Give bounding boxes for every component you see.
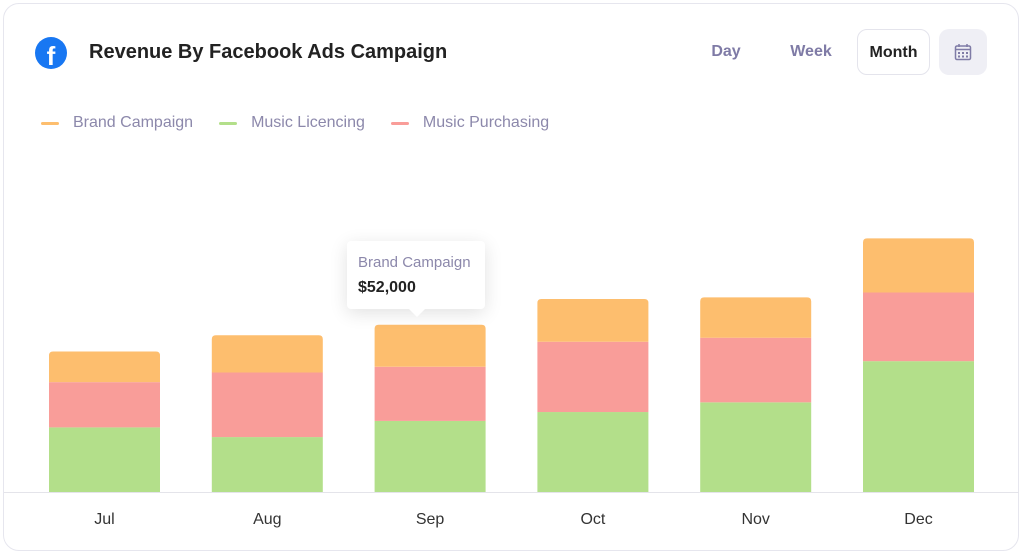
x-tick-label: Nov bbox=[741, 511, 769, 528]
legend-swatch bbox=[390, 121, 409, 125]
bar-segment-music-purchasing[interactable] bbox=[863, 292, 974, 362]
x-tick-label: Dec bbox=[904, 511, 932, 528]
calendar-button[interactable] bbox=[939, 29, 987, 75]
period-week-button[interactable]: Week bbox=[790, 43, 832, 60]
period-day-button[interactable]: Day bbox=[711, 43, 741, 60]
bar-segment-music-licencing[interactable] bbox=[374, 420, 486, 492]
bar-segment-music-licencing[interactable] bbox=[700, 402, 812, 492]
tooltip-series: Brand Campaign bbox=[358, 254, 471, 271]
chart-title: Revenue By Facebook Ads Campaign bbox=[89, 41, 448, 63]
facebook-icon: f bbox=[35, 37, 67, 69]
x-tick-label: Aug bbox=[253, 511, 281, 528]
bar-segment-music-licencing[interactable] bbox=[211, 437, 323, 492]
x-tick-label: Oct bbox=[580, 511, 605, 528]
bar-segment-brand-campaign[interactable] bbox=[863, 238, 974, 293]
bar-segment-brand-campaign[interactable] bbox=[211, 335, 323, 373]
legend-label: Music Licencing bbox=[251, 114, 365, 131]
x-tick-label: Sep bbox=[416, 511, 445, 528]
bar-segment-music-purchasing[interactable] bbox=[49, 382, 160, 428]
bar-segment-music-purchasing[interactable] bbox=[537, 341, 649, 413]
bar-segment-brand-campaign[interactable] bbox=[374, 324, 486, 367]
legend-swatch bbox=[219, 121, 238, 125]
legend-swatch bbox=[41, 121, 59, 125]
tooltip-value: $52,000 bbox=[358, 279, 416, 296]
tooltip: Brand Campaign $52,000 bbox=[347, 241, 485, 317]
bar-segment-music-licencing[interactable] bbox=[49, 427, 160, 492]
bar-segment-music-purchasing[interactable] bbox=[211, 372, 323, 438]
legend-item-music-purchasing[interactable]: Music Purchasing bbox=[390, 114, 550, 132]
x-tick-label: Jul bbox=[94, 511, 114, 528]
bar-segment-music-purchasing[interactable] bbox=[700, 337, 812, 403]
bar-segment-brand-campaign[interactable] bbox=[537, 298, 649, 342]
bar-segment-music-licencing[interactable] bbox=[537, 412, 649, 492]
bar-segment-brand-campaign[interactable] bbox=[49, 351, 160, 383]
legend: Brand Campaign Music Licencing Music Pur… bbox=[41, 114, 549, 132]
legend-label: Music Purchasing bbox=[422, 114, 550, 131]
bar-segment-music-purchasing[interactable] bbox=[374, 366, 486, 421]
legend-label: Brand Campaign bbox=[73, 114, 194, 131]
period-month-button[interactable]: Month bbox=[857, 29, 930, 75]
calendar-icon bbox=[954, 44, 972, 61]
bar-segment-brand-campaign[interactable] bbox=[700, 297, 812, 338]
bar-segment-music-licencing[interactable] bbox=[863, 361, 974, 492]
legend-item-music-licencing[interactable]: Music Licencing bbox=[219, 114, 365, 132]
legend-item-brand-campaign[interactable]: Brand Campaign bbox=[41, 114, 193, 132]
chart-card bbox=[3, 3, 1019, 551]
